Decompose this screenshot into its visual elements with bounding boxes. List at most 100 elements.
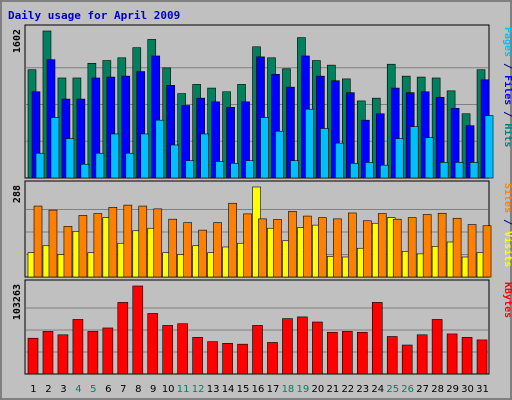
bar-pages-day-14 bbox=[230, 163, 239, 179]
bar-kbytes-day-29 bbox=[446, 333, 458, 375]
bar-pages-day-27 bbox=[424, 137, 434, 179]
x-tick-label-day-30: 30 bbox=[461, 384, 474, 395]
bar-kbytes-day-28 bbox=[431, 319, 443, 375]
bar-kbytes-day-2 bbox=[42, 331, 54, 375]
bar-kbytes-day-22 bbox=[342, 331, 353, 375]
bar-kbytes-day-20 bbox=[312, 321, 323, 375]
bar-sites-day-18 bbox=[288, 211, 297, 278]
legend-entry: Sites bbox=[502, 183, 512, 213]
bar-sites-day-20 bbox=[318, 217, 327, 278]
bar-pages-day-24 bbox=[379, 164, 389, 179]
bar-pages-day-10 bbox=[170, 144, 180, 179]
max-value-label-hits-files-pages: 1602 bbox=[12, 29, 23, 53]
bar-kbytes-day-12 bbox=[192, 337, 203, 375]
x-tick-label-day-8: 8 bbox=[135, 384, 141, 395]
series-legend-sites-visits: Sites / Visits bbox=[502, 183, 512, 267]
bar-pages-day-21 bbox=[335, 142, 344, 179]
bar-pages-day-20 bbox=[320, 128, 329, 179]
bar-sites-day-31 bbox=[482, 225, 492, 278]
legend-entry: / bbox=[502, 213, 512, 231]
bar-kbytes-day-16 bbox=[252, 325, 263, 375]
bar-sites-day-23 bbox=[362, 220, 372, 278]
series-legend-kbytes: KBytes bbox=[502, 282, 512, 318]
legend-entry: Hits bbox=[502, 123, 512, 147]
bar-kbytes-day-24 bbox=[371, 302, 383, 375]
x-tick-label-day-31: 31 bbox=[476, 384, 489, 395]
bar-sites-day-25 bbox=[392, 218, 402, 278]
bar-kbytes-day-27 bbox=[416, 334, 428, 375]
bar-sites-day-12 bbox=[198, 229, 207, 278]
bar-kbytes-day-21 bbox=[327, 331, 338, 375]
bar-pages-day-6 bbox=[110, 133, 120, 179]
bar-pages-day-15 bbox=[245, 160, 254, 179]
bar-sites-day-16 bbox=[258, 218, 267, 278]
bar-kbytes-day-1 bbox=[27, 337, 39, 375]
bar-kbytes-day-10 bbox=[162, 325, 174, 375]
legend-entry: Files bbox=[502, 75, 512, 105]
x-tick-label-day-19: 19 bbox=[297, 384, 310, 395]
bar-pages-day-8 bbox=[140, 133, 150, 179]
x-tick-label-day-11: 11 bbox=[177, 384, 190, 395]
legend-entry: KBytes bbox=[502, 282, 512, 318]
bar-sites-day-1 bbox=[33, 205, 43, 278]
bar-sites-day-3 bbox=[63, 226, 73, 278]
bar-pages-day-13 bbox=[215, 161, 224, 179]
bar-pages-day-19 bbox=[305, 108, 314, 179]
bar-sites-day-5 bbox=[93, 213, 103, 278]
legend-entry: / bbox=[502, 105, 512, 123]
x-tick-label-day-24: 24 bbox=[371, 384, 384, 395]
x-tick-label-day-7: 7 bbox=[120, 384, 126, 395]
bar-pages-day-29 bbox=[454, 162, 464, 179]
x-tick-label-day-29: 29 bbox=[446, 384, 459, 395]
bar-kbytes-day-23 bbox=[356, 331, 368, 375]
x-tick-label-day-27: 27 bbox=[416, 384, 429, 395]
bar-sites-day-21 bbox=[333, 218, 342, 278]
bar-pages-day-9 bbox=[155, 119, 165, 179]
bar-sites-day-14 bbox=[228, 202, 237, 278]
x-tick-label-day-6: 6 bbox=[105, 384, 111, 395]
bar-kbytes-day-13 bbox=[207, 341, 218, 375]
bar-kbytes-day-5 bbox=[87, 331, 99, 375]
bar-sites-day-15 bbox=[243, 213, 252, 278]
bar-sites-day-6 bbox=[108, 207, 118, 278]
bar-kbytes-day-14 bbox=[222, 343, 233, 375]
bar-kbytes-day-3 bbox=[57, 334, 69, 375]
bar-pages-day-12 bbox=[200, 133, 209, 179]
x-tick-label-day-22: 22 bbox=[341, 384, 354, 395]
bar-sites-day-4 bbox=[78, 215, 88, 278]
x-tick-label-day-10: 10 bbox=[162, 384, 175, 395]
bar-kbytes-day-26 bbox=[401, 344, 413, 375]
x-tick-label-day-28: 28 bbox=[431, 384, 444, 395]
bar-sites-day-28 bbox=[437, 212, 447, 278]
x-tick-label-day-21: 21 bbox=[326, 384, 339, 395]
bar-kbytes-day-17 bbox=[267, 342, 278, 375]
bar-pages-day-22 bbox=[350, 163, 359, 179]
x-tick-label-day-25: 25 bbox=[386, 384, 399, 395]
bar-sites-day-30 bbox=[467, 224, 477, 278]
bar-kbytes-day-9 bbox=[147, 313, 159, 375]
bar-kbytes-day-25 bbox=[386, 336, 398, 375]
x-tick-label-day-23: 23 bbox=[356, 384, 369, 395]
legend-entry: Visits bbox=[502, 231, 512, 267]
x-tick-label-day-1: 1 bbox=[30, 384, 36, 395]
bar-sites-day-2 bbox=[48, 209, 58, 278]
x-tick-label-day-15: 15 bbox=[237, 384, 250, 395]
x-tick-label-day-12: 12 bbox=[192, 384, 205, 395]
x-tick-label-day-3: 3 bbox=[60, 384, 66, 395]
bar-pages-day-2 bbox=[50, 117, 60, 179]
chart-title: Daily usage for April 2009 bbox=[8, 9, 181, 22]
bar-sites-day-29 bbox=[452, 217, 462, 278]
bar-pages-day-16 bbox=[260, 117, 269, 179]
bar-pages-day-23 bbox=[364, 162, 374, 179]
bar-pages-day-28 bbox=[439, 162, 449, 179]
bar-kbytes-day-8 bbox=[132, 285, 144, 375]
bar-pages-day-26 bbox=[409, 126, 419, 179]
legend-entry: Pages bbox=[502, 27, 512, 57]
bar-sites-day-26 bbox=[407, 217, 417, 278]
bar-sites-day-8 bbox=[138, 205, 148, 278]
bar-sites-day-24 bbox=[377, 213, 387, 278]
bar-sites-day-13 bbox=[213, 222, 222, 278]
max-value-label-kbytes: 103263 bbox=[12, 284, 23, 320]
x-tick-label-day-20: 20 bbox=[312, 384, 325, 395]
